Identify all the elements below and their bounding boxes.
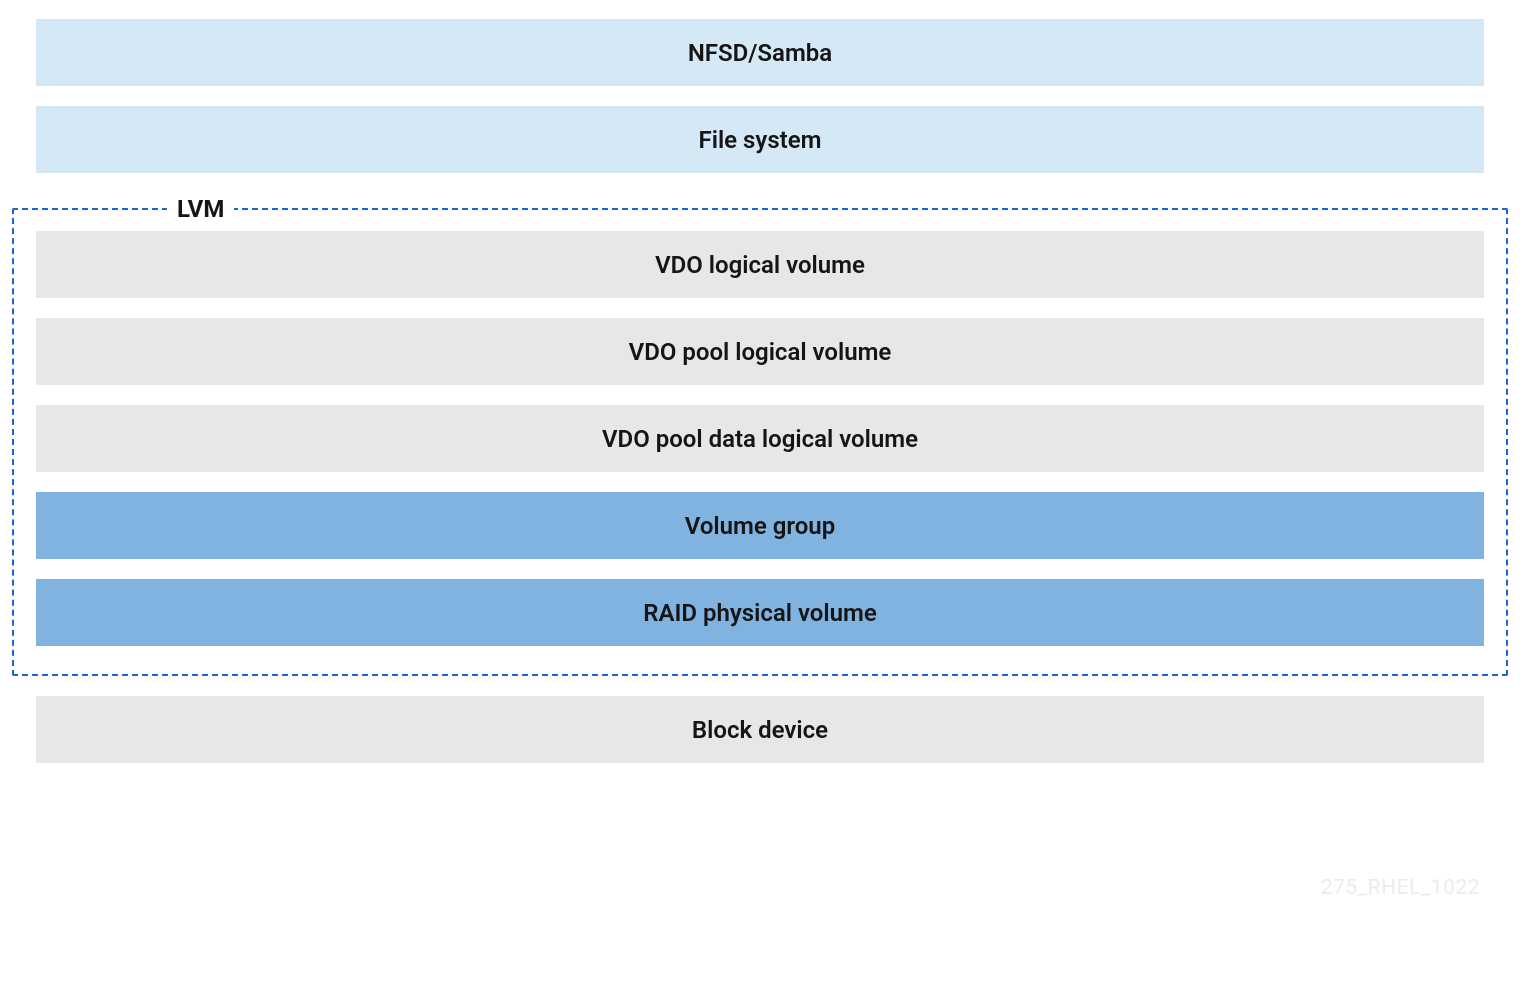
layer-label: VDO pool logical volume xyxy=(629,338,892,366)
layer-file-system: File system xyxy=(36,106,1484,173)
layer-label: RAID physical volume xyxy=(643,599,877,627)
layer-label: Block device xyxy=(692,716,828,744)
watermark: 275_RHEL_1022 xyxy=(1321,876,1480,900)
diagram-container: NFSD/Samba File system LVM VDO logical v… xyxy=(0,0,1520,763)
lvm-group: LVM VDO logical volume VDO pool logical … xyxy=(12,193,1508,676)
layer-label: File system xyxy=(699,126,822,154)
layer-raid-physical-volume: RAID physical volume xyxy=(36,579,1484,646)
layer-volume-group: Volume group xyxy=(36,492,1484,559)
layer-label: Volume group xyxy=(685,512,835,540)
layer-label: VDO pool data logical volume xyxy=(602,425,918,453)
layer-label: VDO logical volume xyxy=(655,251,865,279)
layer-vdo-logical-volume: VDO logical volume xyxy=(36,231,1484,298)
layer-block-device: Block device xyxy=(36,696,1484,763)
layer-label: NFSD/Samba xyxy=(688,39,832,67)
layer-nfsd-samba: NFSD/Samba xyxy=(36,19,1484,86)
layer-vdo-pool-data-logical-volume: VDO pool data logical volume xyxy=(36,405,1484,472)
layer-vdo-pool-logical-volume: VDO pool logical volume xyxy=(36,318,1484,385)
lvm-label: LVM xyxy=(167,195,234,223)
